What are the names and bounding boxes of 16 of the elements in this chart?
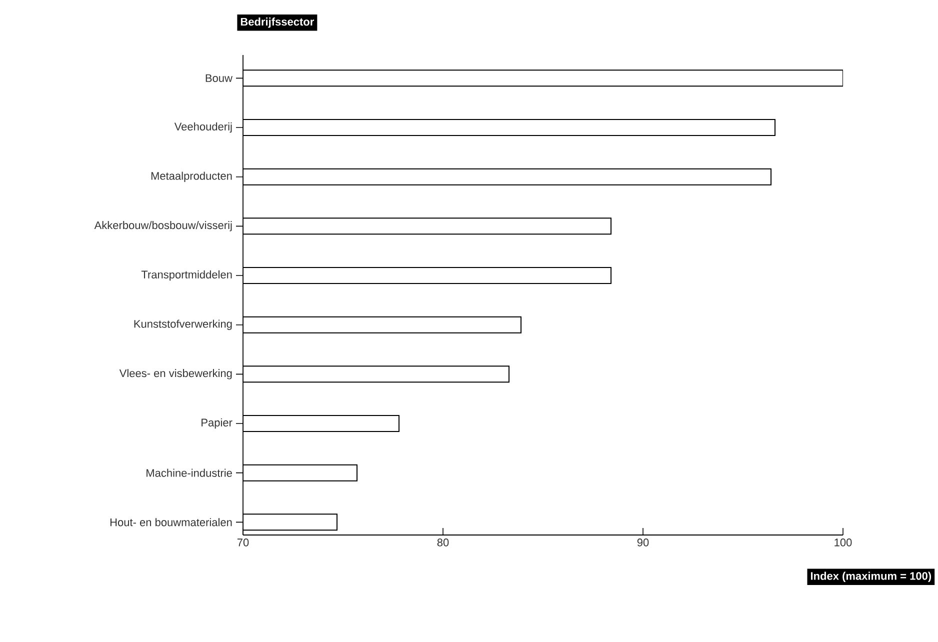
y-tick-label: Vlees- en visbewerking xyxy=(119,369,232,380)
y-axis-title: Bedrijfssector xyxy=(240,18,314,28)
x-tick-label: 100 xyxy=(834,538,852,546)
y-tick-label: Veehouderij xyxy=(174,122,232,133)
y-tick-label: Hout- en bouwmaterialen xyxy=(110,518,232,526)
y-tick-label: Bouw xyxy=(206,74,232,82)
y-tick-label: Akkerbouw/bosbouw/visserij xyxy=(94,221,232,232)
y-tick-label: Machine-industrie xyxy=(146,468,232,477)
x-tick-label: 90 xyxy=(637,538,649,546)
y-tick-label: Transportmiddelen xyxy=(141,270,232,281)
x-tick-label: 80 xyxy=(437,538,449,546)
x-tick-label: 70 xyxy=(237,538,249,546)
x-axis-title: Index (maximum = 100) xyxy=(810,572,932,582)
y-tick-label: Papier xyxy=(202,418,232,429)
y-tick-label: Metaalproducten xyxy=(151,172,232,182)
y-tick-label: Kunststofverwerking xyxy=(134,320,232,330)
